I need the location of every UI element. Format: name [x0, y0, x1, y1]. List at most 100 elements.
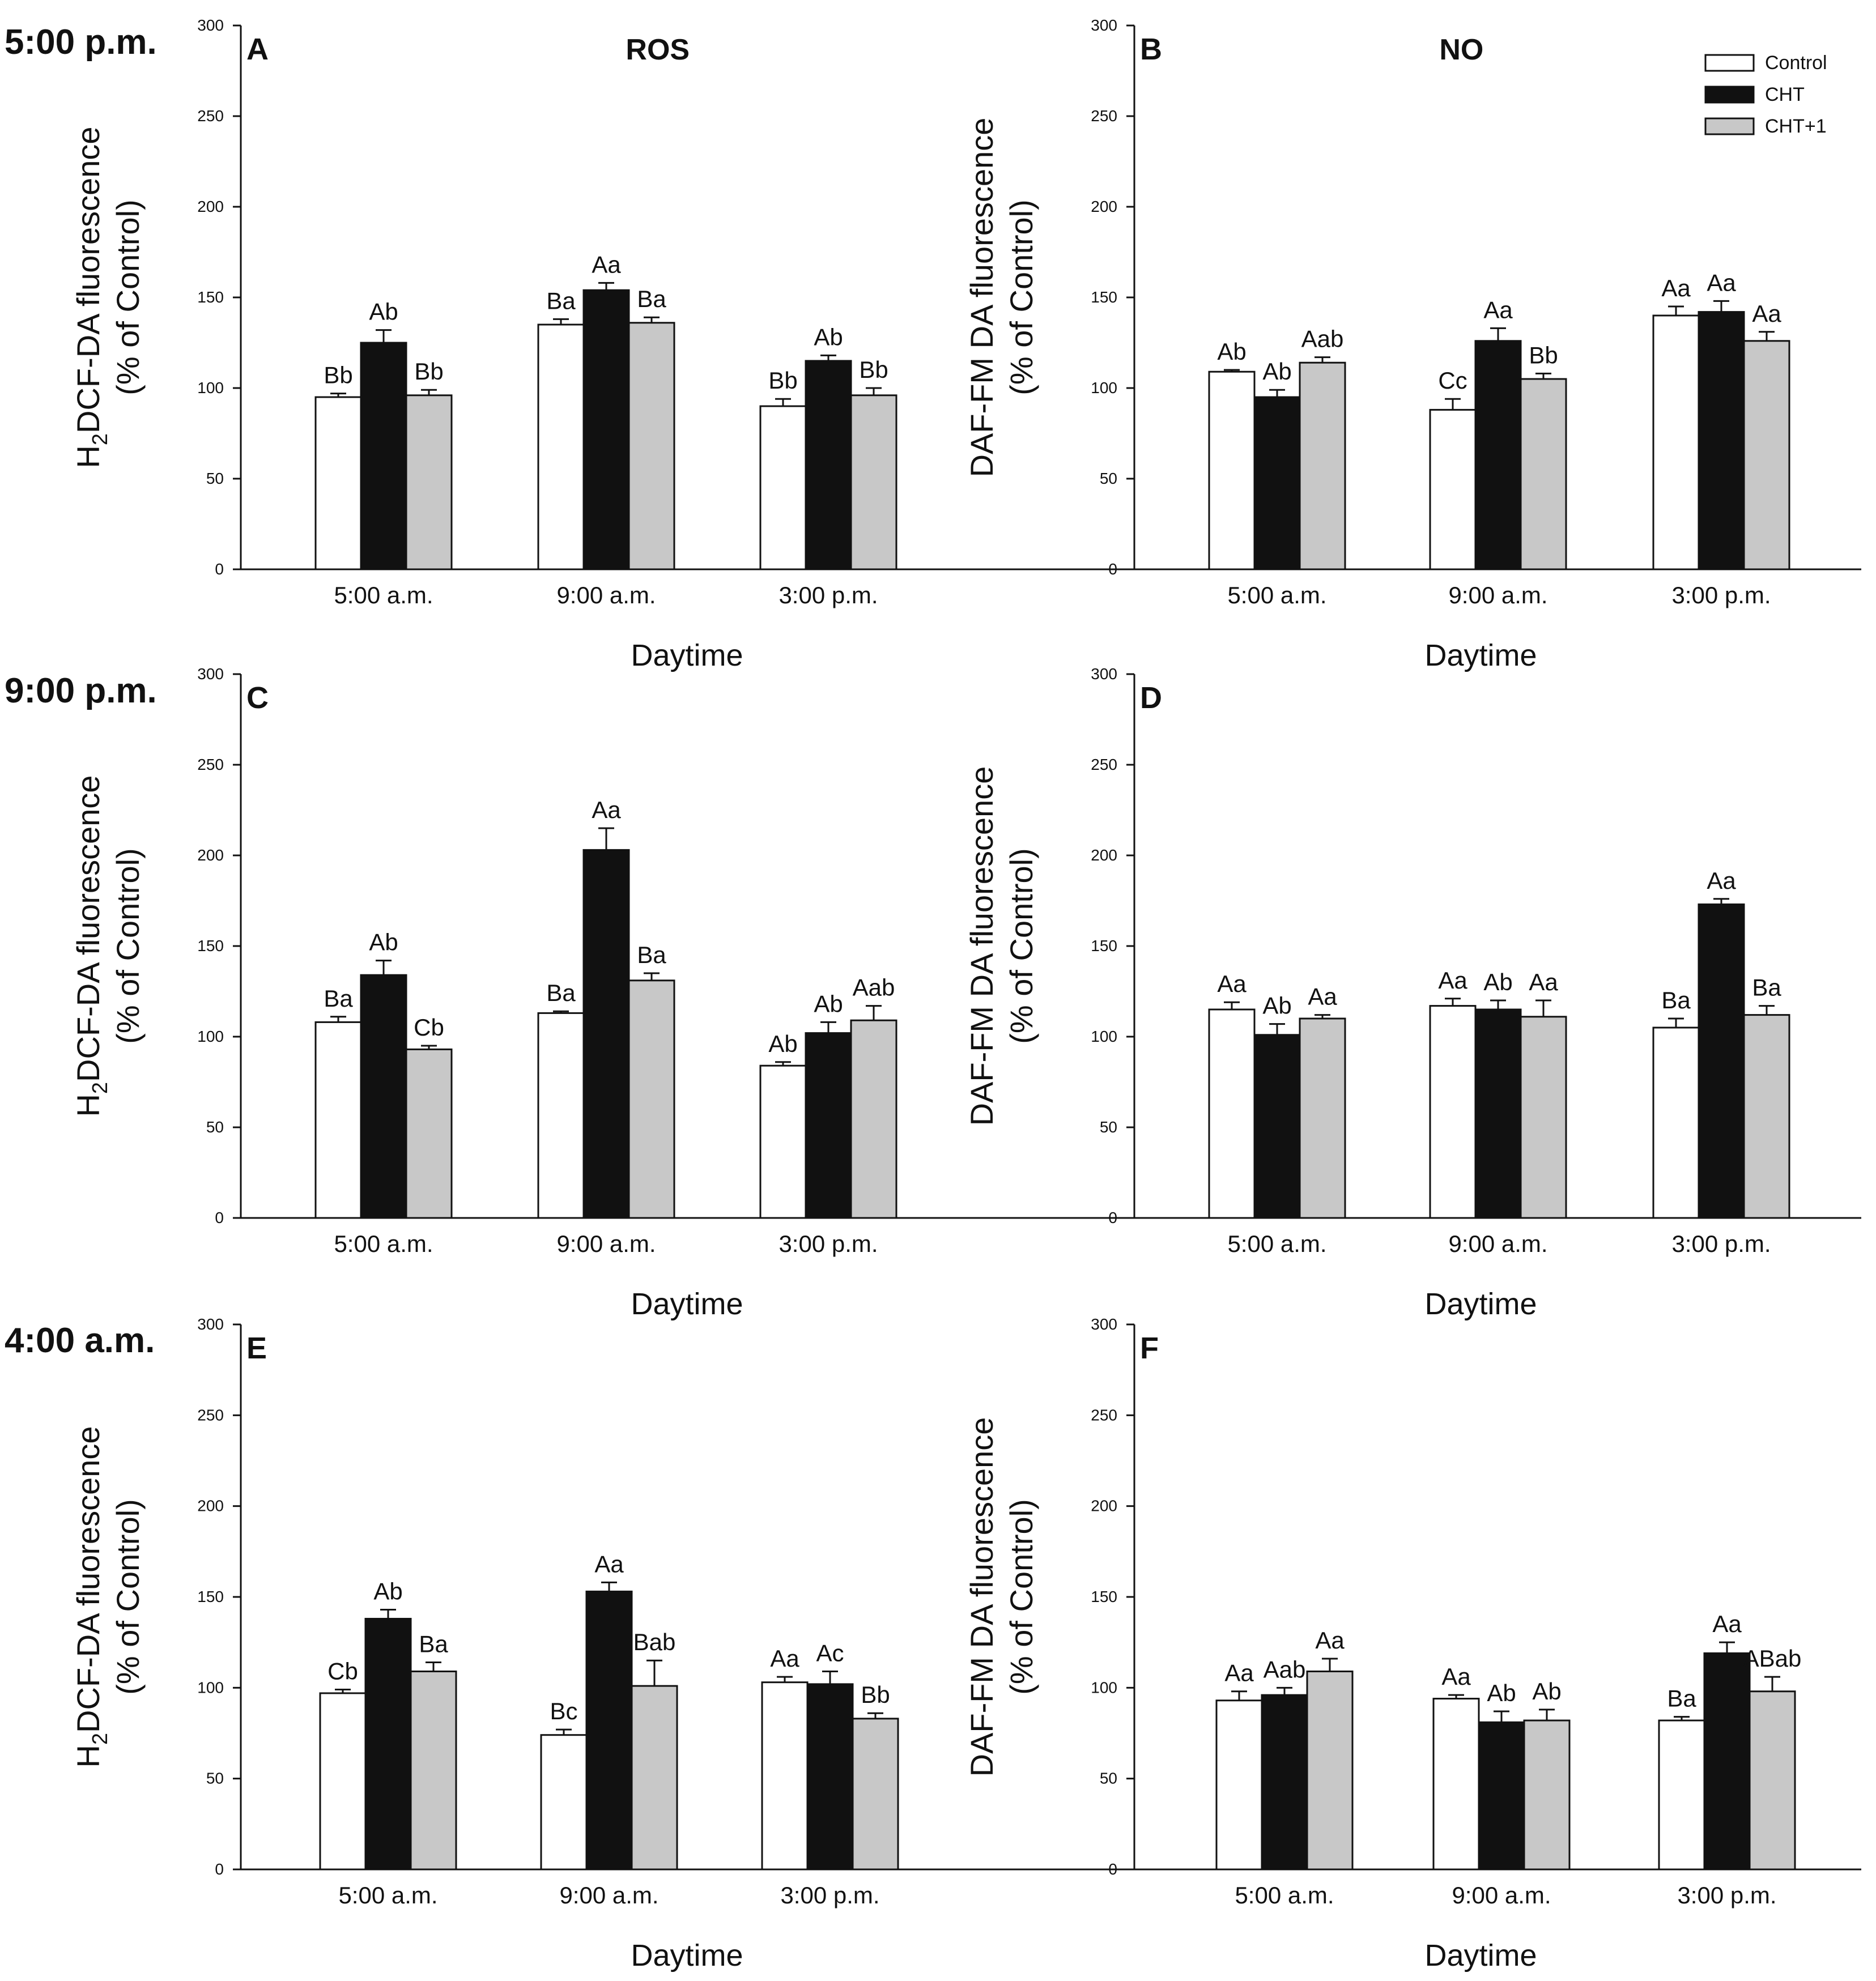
- significance-label: Aab: [1264, 1656, 1306, 1682]
- y-axis-label-units: (% of Control): [110, 848, 146, 1043]
- significance-label: Bb: [324, 362, 352, 389]
- bar-chtplus1: [1520, 378, 1567, 570]
- y-axis-label-units: (% of Control): [110, 199, 146, 395]
- significance-label: Aa: [770, 1645, 799, 1672]
- y-tick-label: 200: [1091, 846, 1117, 864]
- bar-chtplus1: [1299, 361, 1346, 570]
- x-tick-label: 3:00 p.m.: [779, 582, 878, 608]
- significance-label: Ab: [1487, 1680, 1516, 1706]
- significance-label: Aa: [1224, 1660, 1254, 1686]
- y-tick-label: 0: [215, 1860, 224, 1878]
- row-time-label: 9:00 p.m.: [5, 671, 157, 710]
- bar-chtplus1: [850, 394, 897, 570]
- bar-chtplus1: [1523, 1719, 1571, 1871]
- y-tick-label: 300: [197, 665, 224, 683]
- significance-label: Cb: [414, 1014, 444, 1041]
- y-tick-label: 200: [1091, 1497, 1117, 1515]
- significance-label: Cb: [327, 1658, 358, 1685]
- significance-label: Aa: [1529, 969, 1558, 995]
- bar-control: [1652, 1026, 1700, 1219]
- x-tick-label: 9:00 a.m.: [559, 1882, 658, 1908]
- x-tick-label: 3:00 p.m.: [779, 1230, 878, 1257]
- significance-label: Aa: [592, 251, 621, 278]
- significance-label: Bb: [861, 1681, 890, 1708]
- x-tick-label: 5:00 a.m.: [338, 1882, 437, 1908]
- y-tick-label: 0: [1108, 1209, 1117, 1226]
- bar-cht: [360, 342, 407, 570]
- y-tick-label: 100: [1091, 379, 1117, 397]
- y-tick-label: 50: [1100, 1118, 1117, 1136]
- significance-label: Aa: [592, 796, 621, 823]
- x-tick-label: 9:00 a.m.: [1448, 582, 1547, 608]
- y-tick-label: 250: [1091, 107, 1117, 125]
- panel-letter: A: [246, 32, 269, 66]
- y-axis-label: DAF-FM DA fluorescence: [964, 118, 999, 478]
- bar-chtplus1: [1306, 1670, 1354, 1871]
- y-tick-label: 200: [1091, 198, 1117, 215]
- significance-label: Ab: [814, 323, 843, 350]
- significance-label: Aa: [1661, 275, 1691, 301]
- bar-cht: [1261, 1694, 1308, 1871]
- y-tick-label: 300: [197, 16, 224, 34]
- y-tick-label: 50: [206, 1118, 224, 1136]
- x-tick-label: 3:00 p.m.: [1671, 1230, 1771, 1257]
- y-axis-label: H2DCF-DA fluorescence: [70, 775, 112, 1117]
- legend-swatch-cht: [1704, 86, 1755, 104]
- bar-control: [1208, 1008, 1256, 1219]
- y-tick-label: 300: [1091, 16, 1117, 34]
- x-tick-label: 5:00 a.m.: [334, 582, 433, 608]
- bar-cht: [1698, 311, 1745, 570]
- significance-label: Ab: [1532, 1678, 1561, 1705]
- significance-label: Ba: [546, 979, 576, 1006]
- y-tick-label: 150: [197, 1588, 224, 1605]
- x-tick-label: 3:00 p.m.: [1671, 582, 1771, 608]
- bar-cht: [582, 289, 630, 570]
- significance-label: Aa: [1438, 967, 1467, 994]
- bar-control: [1652, 314, 1700, 570]
- y-tick-label: 300: [1091, 665, 1117, 683]
- significance-label: Ab: [1483, 969, 1512, 995]
- y-tick-label: 250: [1091, 1406, 1117, 1424]
- bar-cht: [1474, 340, 1522, 570]
- bar-chtplus1: [1299, 1017, 1346, 1219]
- significance-label: Aa: [1308, 983, 1337, 1010]
- significance-label: Aa: [1483, 296, 1513, 323]
- significance-label: Ab: [768, 1030, 797, 1057]
- y-axis-label-units: (% of Control): [110, 1499, 146, 1694]
- significance-label: Ab: [1217, 338, 1246, 365]
- y-axis-label-rest: DCF-DA fluorescence: [70, 126, 106, 433]
- bar-control: [314, 1021, 362, 1219]
- y-tick-label: 0: [215, 560, 224, 578]
- significance-label: Ba: [324, 985, 353, 1012]
- bar-chtplus1: [852, 1718, 899, 1871]
- significance-label: Ab: [1262, 992, 1291, 1019]
- significance-label: Aa: [1707, 269, 1736, 296]
- y-axis-label: H2DCF-DA fluorescence: [70, 1426, 112, 1767]
- significance-label: Bc: [550, 1698, 577, 1724]
- y-tick-label: 50: [206, 470, 224, 487]
- bar-cht: [1253, 396, 1301, 570]
- y-axis-label: DAF-FM DA fluorescence: [964, 766, 999, 1126]
- bar-cht: [585, 1590, 633, 1871]
- y-axis-label-subscript: 2: [88, 1733, 112, 1745]
- y-axis-label-units: (% of Control): [1003, 1499, 1039, 1694]
- y-tick-label: 100: [1091, 1028, 1117, 1045]
- row-time-label: 4:00 a.m.: [5, 1321, 155, 1360]
- y-tick-label: 100: [197, 1028, 224, 1045]
- y-tick-label: 200: [197, 1497, 224, 1515]
- legend-swatch-chtplus1: [1704, 117, 1755, 135]
- significance-label: Bab: [633, 1629, 676, 1655]
- significance-label: Aab: [1301, 326, 1344, 352]
- legend-label: CHT: [1765, 84, 1805, 105]
- y-tick-label: 300: [1091, 1315, 1117, 1333]
- bar-control: [761, 1681, 809, 1871]
- significance-label: Ba: [637, 286, 666, 312]
- significance-label: Aa: [594, 1550, 624, 1577]
- y-axis-label-rest: DCF-DA fluorescence: [70, 1426, 106, 1733]
- x-axis-label: Daytime: [1424, 1287, 1537, 1321]
- y-axis-label-subscript: 2: [88, 1082, 112, 1094]
- bar-control: [540, 1734, 588, 1871]
- bar-cht: [805, 1032, 852, 1219]
